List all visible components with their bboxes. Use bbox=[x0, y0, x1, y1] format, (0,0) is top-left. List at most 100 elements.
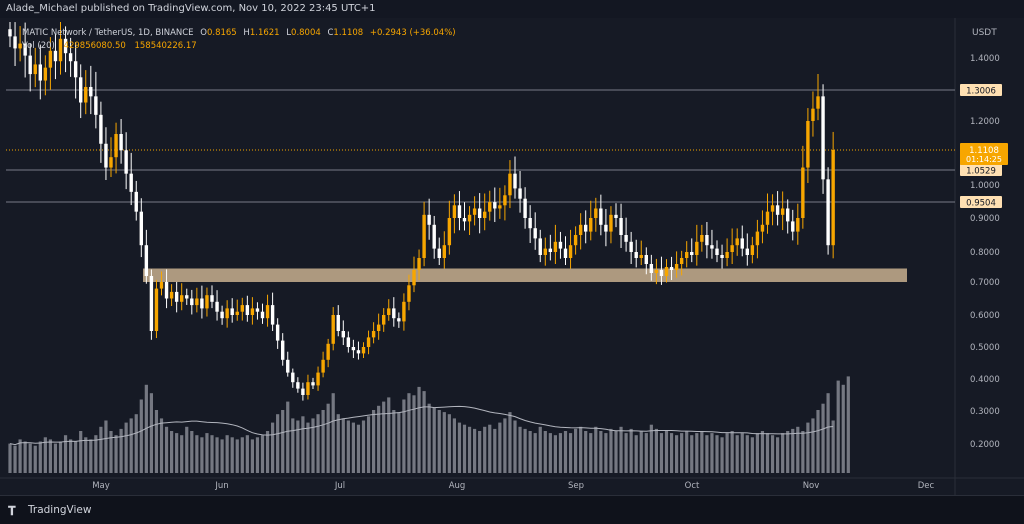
volume-bar bbox=[513, 420, 517, 473]
volume-bar bbox=[462, 424, 467, 473]
level-tag bbox=[960, 164, 1002, 176]
countdown-label: 01:14:25 bbox=[966, 155, 1002, 164]
candle-body bbox=[437, 248, 441, 258]
x-tick-label: Oct bbox=[685, 481, 700, 491]
candle-body bbox=[94, 96, 98, 115]
volume-label: Vol (20) bbox=[22, 41, 55, 51]
candle-body bbox=[599, 208, 603, 225]
volume-bar bbox=[164, 426, 169, 473]
volume-bar bbox=[382, 401, 386, 473]
volume-bar bbox=[341, 418, 345, 473]
volume-bar bbox=[48, 439, 52, 473]
candle-body bbox=[129, 173, 133, 192]
symbol-name: MATIC Network / TetherUS, 1D, BINANCE bbox=[22, 28, 194, 38]
candle-body bbox=[235, 311, 239, 315]
volume-bar bbox=[760, 431, 765, 473]
candle-body bbox=[508, 173, 512, 196]
publisher-info: Alade_Michael published on TradingView.c… bbox=[6, 3, 376, 14]
candle-body bbox=[63, 38, 68, 54]
candle-body bbox=[316, 372, 320, 386]
candle-body bbox=[79, 77, 83, 103]
candle-body bbox=[58, 38, 63, 62]
candle-body bbox=[674, 264, 679, 270]
y-tick-label: 0.8000 bbox=[970, 248, 1000, 258]
candle-body bbox=[750, 245, 755, 255]
candle-body bbox=[715, 248, 719, 255]
candle-body bbox=[523, 198, 527, 218]
volume-bar bbox=[225, 435, 229, 473]
volume-bar bbox=[811, 418, 815, 473]
volume-bar bbox=[69, 439, 73, 473]
candle-body bbox=[351, 347, 356, 351]
volume-legend: Vol (20) 429856080.50 158540226.17 bbox=[22, 41, 197, 51]
high-label: H bbox=[243, 28, 250, 38]
volume-bar bbox=[664, 431, 669, 473]
tradingview-brand[interactable]: TradingView bbox=[28, 504, 92, 516]
chart-area[interactable]: USDT 1.4000 1.2000 1.0000 0.9000 0.8000 0.7000… bbox=[0, 18, 1024, 495]
candle-body bbox=[250, 308, 255, 315]
volume-bar bbox=[589, 433, 593, 473]
volume-bar bbox=[28, 443, 32, 473]
candle-body bbox=[725, 252, 729, 258]
candle-body bbox=[38, 64, 42, 81]
volume-bar bbox=[599, 431, 603, 473]
volume-value: 429856080.50 bbox=[63, 41, 126, 51]
volume-bar bbox=[195, 435, 199, 473]
candle-body bbox=[786, 208, 790, 222]
volume-bar bbox=[478, 431, 482, 473]
candle-body bbox=[382, 315, 386, 325]
volume-bar bbox=[705, 435, 709, 473]
y-tick-label: 1.4000 bbox=[970, 54, 1000, 64]
candle-body bbox=[366, 337, 371, 347]
volume-bar bbox=[649, 424, 653, 473]
volume-bar bbox=[584, 431, 588, 473]
candle-body bbox=[543, 248, 547, 255]
volume-bar bbox=[644, 433, 648, 473]
volume-bar bbox=[321, 410, 325, 473]
candle-body bbox=[190, 298, 194, 306]
volume-bar bbox=[311, 418, 315, 473]
candle-body bbox=[43, 67, 48, 81]
volume-bar bbox=[508, 412, 512, 473]
candle-body bbox=[760, 224, 765, 232]
candle-body bbox=[68, 53, 73, 62]
x-tick-label: Dec bbox=[918, 481, 935, 491]
candle-body bbox=[639, 255, 643, 258]
x-tick-label: Sep bbox=[568, 481, 584, 491]
tradingview-logo-icon[interactable]: 𝐓 bbox=[8, 504, 16, 518]
candle-body bbox=[488, 202, 492, 212]
y-tick-label: 0.4000 bbox=[970, 375, 1000, 385]
price-chart[interactable]: USDT 1.4000 1.2000 1.0000 0.9000 0.8000 0.7000… bbox=[0, 18, 1024, 495]
level-tag bbox=[960, 196, 1002, 208]
volume-bar bbox=[271, 422, 275, 473]
candle-body bbox=[649, 264, 654, 273]
volume-bar bbox=[331, 393, 335, 473]
candle-body bbox=[392, 308, 396, 319]
candle-body bbox=[331, 315, 335, 344]
volume-bar bbox=[139, 399, 143, 473]
volume-bar bbox=[175, 433, 179, 473]
volume-bar bbox=[286, 401, 290, 473]
volume-bar bbox=[841, 384, 845, 473]
candle-body bbox=[275, 324, 280, 341]
y-tick-label: 1.0000 bbox=[970, 181, 1000, 191]
candle-body bbox=[326, 343, 330, 360]
volume-bar bbox=[366, 416, 371, 473]
volume-bar bbox=[84, 437, 88, 473]
candle-body bbox=[195, 298, 199, 306]
candle-body bbox=[518, 188, 522, 199]
volume-bar bbox=[8, 443, 12, 473]
volume-bar bbox=[336, 414, 340, 473]
candle-body bbox=[255, 308, 260, 312]
volume-bar bbox=[33, 445, 37, 473]
candle-body bbox=[614, 214, 618, 218]
volume-ma-value: 158540226.17 bbox=[134, 41, 197, 51]
volume-bar bbox=[574, 428, 578, 473]
volume-bar bbox=[685, 431, 689, 473]
volume-bar bbox=[235, 439, 239, 473]
candle-body bbox=[594, 208, 598, 218]
candle-body bbox=[205, 295, 209, 309]
volume-bar bbox=[755, 433, 759, 473]
volume-bar bbox=[144, 384, 148, 473]
volume-bar bbox=[781, 433, 785, 473]
